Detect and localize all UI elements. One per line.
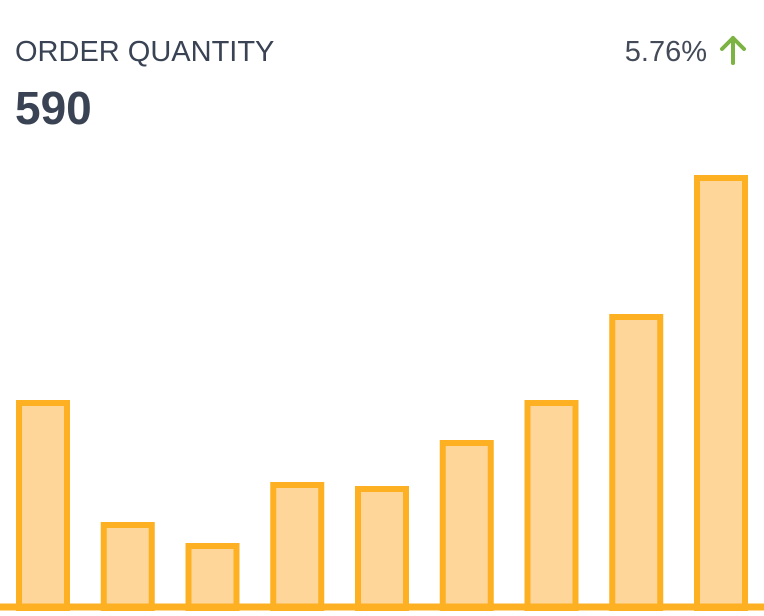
bar <box>185 543 240 612</box>
bar <box>609 314 664 612</box>
kpi-value: 590 <box>15 82 92 134</box>
bar <box>100 522 155 612</box>
kpi-change: 5.76% <box>625 36 707 68</box>
bar <box>355 486 409 612</box>
kpi-title: ORDER QUANTITY <box>15 36 274 68</box>
bar <box>270 482 325 612</box>
bar <box>16 400 70 612</box>
bar <box>524 400 579 612</box>
bar <box>694 175 748 612</box>
bar <box>439 440 494 612</box>
up-arrow <box>720 36 746 65</box>
